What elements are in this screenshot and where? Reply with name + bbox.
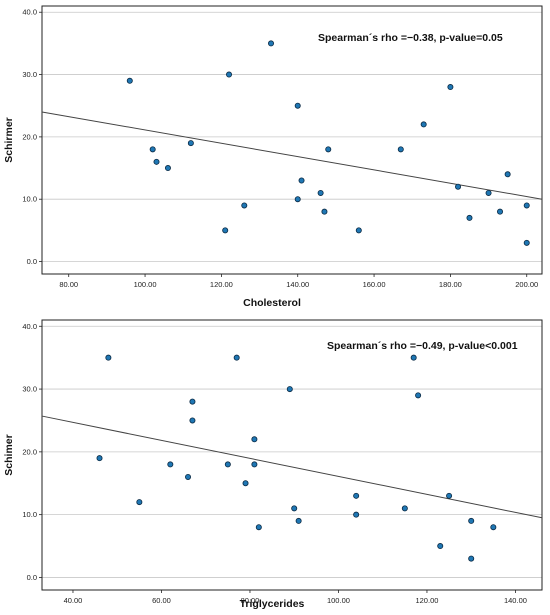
data-point (437, 543, 444, 550)
data-point (497, 208, 504, 215)
x-tick-label: 100.00 (327, 596, 350, 605)
data-point (353, 492, 360, 499)
data-point (325, 146, 332, 153)
x-tick-label: 60.00 (152, 596, 171, 605)
data-point (401, 505, 408, 512)
x-tick-label: 200.00 (515, 280, 538, 289)
x-tick-label: 80.00 (241, 596, 260, 605)
data-point (224, 461, 231, 468)
correlation-annotation: Spearman´s rho =−0.38, p-value=0.05 (318, 32, 503, 44)
data-point (286, 386, 293, 393)
data-point (105, 354, 112, 361)
data-point (523, 202, 530, 209)
data-point (317, 189, 324, 196)
x-tick-label: 140.00 (504, 596, 527, 605)
data-point (222, 227, 229, 234)
data-point (294, 196, 301, 203)
y-tick-label: 20.0 (22, 132, 37, 141)
fit-line (41, 415, 543, 519)
data-point (233, 354, 240, 361)
y-axis-title: Schimer (3, 434, 15, 475)
data-point (455, 183, 462, 190)
x-tick-label: 120.00 (210, 280, 233, 289)
plot-frame (41, 5, 543, 275)
data-point (294, 102, 301, 109)
data-point (189, 398, 196, 405)
y-tick-label: 40.0 (22, 322, 37, 331)
data-point (353, 511, 360, 518)
correlation-annotation: Spearman´s rho =−0.49, p-value<0.001 (327, 340, 518, 352)
data-point (468, 555, 475, 562)
data-point (447, 84, 454, 91)
data-point (149, 146, 156, 153)
data-point (251, 461, 258, 468)
data-point (321, 208, 328, 215)
data-point (415, 392, 422, 399)
y-tick-label: 10.0 (22, 195, 37, 204)
data-point (187, 140, 194, 147)
x-tick-label: 140.00 (286, 280, 309, 289)
data-point (242, 480, 249, 487)
x-tick-label: 80.00 (59, 280, 78, 289)
y-tick-label: 0.0 (27, 257, 37, 266)
data-point (241, 202, 248, 209)
chart-cholesterol: 0.0 10.0 20.0 30.0 40.0 80.00 100.00 120.00 140.… (3, 5, 543, 307)
data-point (446, 492, 453, 499)
data-point (504, 171, 511, 178)
data-point (298, 177, 305, 184)
fit-line (41, 111, 543, 200)
y-axis-title: Schirmer (3, 117, 15, 163)
y-tick-label: 20.0 (22, 447, 37, 456)
data-point (490, 524, 497, 531)
data-point (355, 227, 362, 234)
data-point (466, 214, 473, 221)
x-axis-title: Triglycerides (240, 598, 305, 610)
x-tick-label: 100.00 (134, 280, 157, 289)
data-point (136, 499, 143, 506)
data-point (226, 71, 233, 78)
x-tick-label: 40.00 (64, 596, 83, 605)
data-point (126, 77, 133, 84)
data-point (164, 165, 171, 172)
data-point (96, 455, 103, 462)
x-tick-label: 180.00 (439, 280, 462, 289)
chart-triglycerides: 0.0 10.0 20.0 30.0 40.0 40.00 60.00 80.00 100.00… (3, 319, 543, 610)
data-point (255, 524, 262, 531)
x-tick-label: 120.00 (415, 596, 438, 605)
x-tick-label: 160.00 (363, 280, 386, 289)
data-point (410, 354, 417, 361)
data-point (251, 436, 258, 443)
data-point (485, 189, 492, 196)
data-point (420, 121, 427, 128)
y-tick-label: 30.0 (22, 70, 37, 79)
data-point (189, 417, 196, 424)
data-point (468, 517, 475, 524)
y-tick-label: 0.0 (27, 573, 37, 582)
y-tick-label: 30.0 (22, 385, 37, 394)
data-point (185, 473, 192, 480)
x-axis-title: Cholesterol (243, 297, 301, 307)
data-point (291, 505, 298, 512)
y-tick-label: 40.0 (22, 8, 37, 17)
data-point (523, 239, 530, 246)
plot-frame (41, 319, 543, 591)
data-point (167, 461, 174, 468)
data-point (295, 517, 302, 524)
data-point (153, 158, 160, 165)
data-point (397, 146, 404, 153)
data-point (268, 40, 275, 47)
y-tick-label: 10.0 (22, 510, 37, 519)
